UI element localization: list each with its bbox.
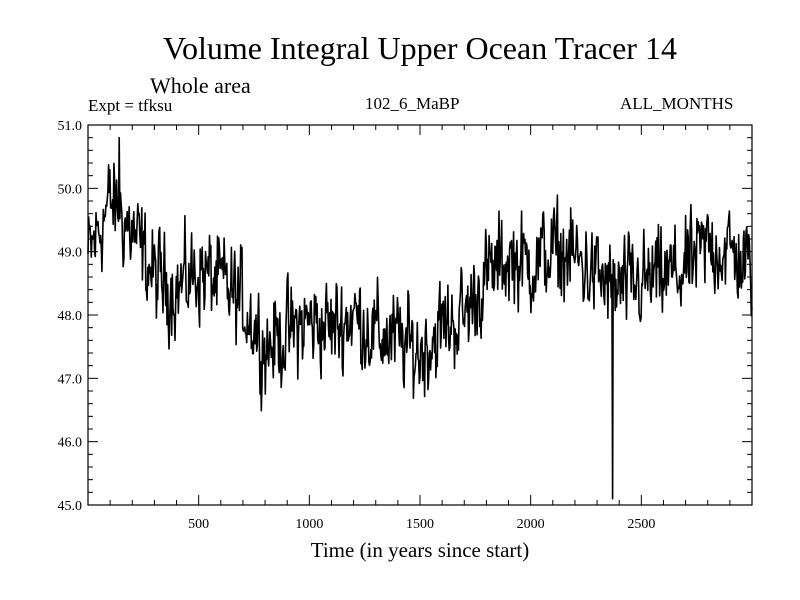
- y-tick-label: 49.0: [58, 246, 83, 261]
- x-axis-label: Time (in years since start): [310, 538, 530, 562]
- plot-frame: [87, 124, 753, 506]
- experiment-label: Expt = tfksu: [88, 96, 173, 115]
- x-tick-label: 2000: [517, 517, 545, 532]
- x-tick-label: 2500: [627, 517, 655, 532]
- y-tick-label: 48.0: [58, 309, 83, 324]
- x-tick-label: 1000: [295, 517, 323, 532]
- x-tick-label: 500: [188, 517, 209, 532]
- period-label: 102_6_MaBP: [365, 94, 460, 113]
- months-label: ALL_MONTHS: [620, 94, 734, 113]
- series-line-tracer-14: [87, 136, 753, 500]
- y-tick-label: 50.0: [58, 182, 83, 197]
- y-tick-label: 47.0: [58, 372, 83, 387]
- x-tick-label: 1500: [406, 517, 434, 532]
- chart-subtitle: Whole area: [150, 73, 251, 98]
- y-tick-label: 45.0: [58, 499, 83, 514]
- y-tick-label: 46.0: [58, 436, 83, 451]
- y-tick-label: 51.0: [58, 119, 83, 134]
- chart-title: Volume Integral Upper Ocean Tracer 14: [163, 30, 677, 66]
